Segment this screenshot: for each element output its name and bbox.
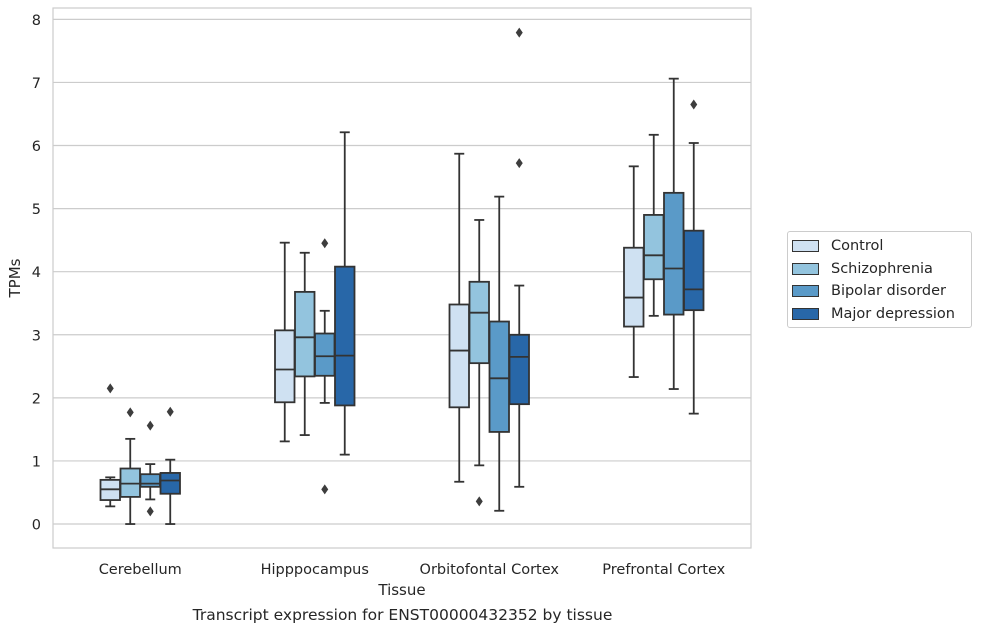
legend-label: Bipolar disorder [831,283,946,300]
outlier-point [126,407,134,418]
box-0-0 [99,383,121,508]
chart-caption: Transcript expression for ENST0000043235… [192,606,613,624]
legend-item: Major depression [788,303,971,326]
y-tick-label: 5 [32,202,41,218]
x-tick-label: Hipppocampus [261,562,369,578]
y-axis-label: TPMs [6,258,24,298]
box-iqr [623,246,645,328]
outlier-point [146,420,154,431]
legend-swatch [792,307,819,320]
box-0-3 [159,406,181,525]
y-tick-label: 2 [32,391,41,407]
box-3-3 [683,99,705,415]
box-0-1 [119,407,141,525]
grid-lines [53,18,751,525]
legend-item: Control [788,235,971,258]
box-iqr [334,265,356,407]
y-tick-label: 3 [32,328,41,344]
box-iqr [139,473,161,488]
box-iqr [119,467,141,498]
outlier-point [515,27,523,38]
box-iqr [683,229,705,312]
box-iqr [274,329,296,404]
outlier-point [475,496,483,507]
box-3-2 [663,77,685,390]
box-1-0 [274,241,296,443]
y-tick-label: 8 [32,13,41,29]
box-iqr [508,333,530,406]
legend-swatch [792,285,819,298]
outlier-point [690,99,698,110]
box-iqr [468,280,490,365]
plot-frame [52,7,752,549]
legend-swatch [792,262,819,275]
legend: Control Schizophrenia Bipolar disorder Majo… [787,231,972,328]
outlier-point [321,238,329,249]
x-tick-label: Orbitofontal Cortex [420,562,560,578]
box-1-3 [334,131,356,456]
box-1-2 [314,238,336,495]
y-tick-label: 6 [32,139,41,155]
legend-item: Schizophrenia [788,258,971,281]
outlier-point [166,406,174,417]
box-iqr [159,472,181,495]
box-1-1 [294,251,316,436]
y-tick-label: 4 [32,265,41,281]
legend-swatch [792,240,819,253]
box-iqr [314,332,336,377]
y-tick-label: 0 [32,518,41,534]
y-tick-labels: 0 1 2 3 4 5 6 7 8 [32,13,41,534]
box-iqr [448,303,470,409]
box-iqr [294,290,316,378]
box-2-2 [488,195,510,512]
box-2-0 [448,152,470,483]
y-tick-label: 1 [32,454,41,470]
legend-item: Bipolar disorder [788,280,971,303]
box-2-3 [508,27,530,488]
legend-label: Major depression [831,305,955,322]
outlier-point [321,484,329,495]
box-3-0 [623,165,645,378]
outlier-point [106,383,114,394]
legend-label: Control [831,238,884,255]
box-iqr [643,214,665,281]
box-3-1 [643,133,665,317]
outlier-point [515,158,523,169]
box-iqr [663,191,685,316]
x-tick-label: Cerebellum [99,562,182,578]
x-axis-label: Tissue [377,581,425,599]
x-tick-labels: Cerebellum Hipppocampus Orbitofontal Corte… [99,562,726,578]
legend-label: Schizophrenia [831,260,933,277]
outlier-point [146,506,154,517]
box-iqr [488,320,510,433]
x-tick-label: Prefrontal Cortex [602,562,725,578]
box-0-2 [139,420,161,517]
box-2-1 [468,219,490,507]
y-tick-label: 7 [32,76,41,92]
box-groups [99,27,705,525]
